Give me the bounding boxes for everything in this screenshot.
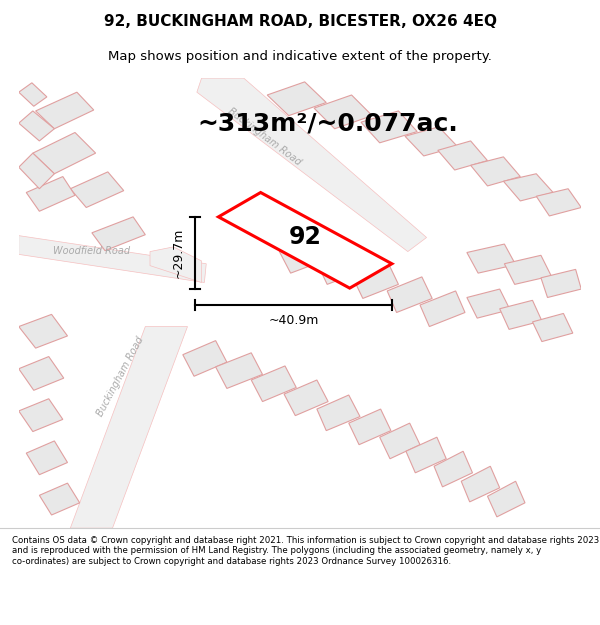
Text: Buckingham Road: Buckingham Road [226,106,303,167]
Polygon shape [251,366,296,401]
Polygon shape [317,249,364,284]
Polygon shape [35,92,94,129]
Polygon shape [26,176,75,211]
Text: Map shows position and indicative extent of the property.: Map shows position and indicative extent… [108,50,492,62]
Polygon shape [488,481,525,517]
Polygon shape [19,314,67,348]
Text: Contains OS data © Crown copyright and database right 2021. This information is : Contains OS data © Crown copyright and d… [12,536,599,566]
Polygon shape [19,153,55,189]
Polygon shape [19,399,63,431]
Polygon shape [26,441,67,475]
Polygon shape [150,247,202,282]
Polygon shape [70,172,124,208]
Polygon shape [353,262,398,298]
Polygon shape [33,132,95,174]
Polygon shape [500,300,542,329]
Polygon shape [19,82,47,106]
Text: 92, BUCKINGHAM ROAD, BICESTER, OX26 4EQ: 92, BUCKINGHAM ROAD, BICESTER, OX26 4EQ [104,14,497,29]
Polygon shape [267,82,326,116]
Polygon shape [467,289,510,318]
Polygon shape [467,244,515,273]
Polygon shape [420,291,465,326]
Polygon shape [280,238,328,273]
Polygon shape [461,466,500,502]
Polygon shape [533,314,573,341]
Polygon shape [19,356,64,390]
Polygon shape [19,236,206,282]
Polygon shape [40,483,80,515]
Text: Woodfield Road: Woodfield Road [53,246,130,256]
Text: ~313m²/~0.077ac.: ~313m²/~0.077ac. [198,111,458,135]
Text: Buckingham Road: Buckingham Road [95,335,145,418]
Polygon shape [218,192,392,288]
Polygon shape [284,380,328,416]
Polygon shape [470,157,520,186]
Polygon shape [317,395,360,431]
Text: ~29.7m: ~29.7m [172,228,185,278]
Polygon shape [349,409,391,445]
Polygon shape [361,111,417,142]
Polygon shape [505,255,551,284]
Text: 92: 92 [288,226,321,249]
Polygon shape [405,127,458,156]
Polygon shape [197,78,427,251]
Polygon shape [438,141,488,170]
Polygon shape [19,111,55,141]
Polygon shape [536,189,581,216]
Polygon shape [92,217,145,251]
Text: ~40.9m: ~40.9m [268,314,319,326]
Polygon shape [434,451,473,487]
Polygon shape [314,95,372,129]
Polygon shape [387,277,432,312]
Polygon shape [70,326,188,528]
Polygon shape [215,352,263,388]
Polygon shape [183,341,227,376]
Polygon shape [406,438,446,472]
Polygon shape [380,423,420,459]
Polygon shape [541,269,581,298]
Polygon shape [503,174,553,201]
